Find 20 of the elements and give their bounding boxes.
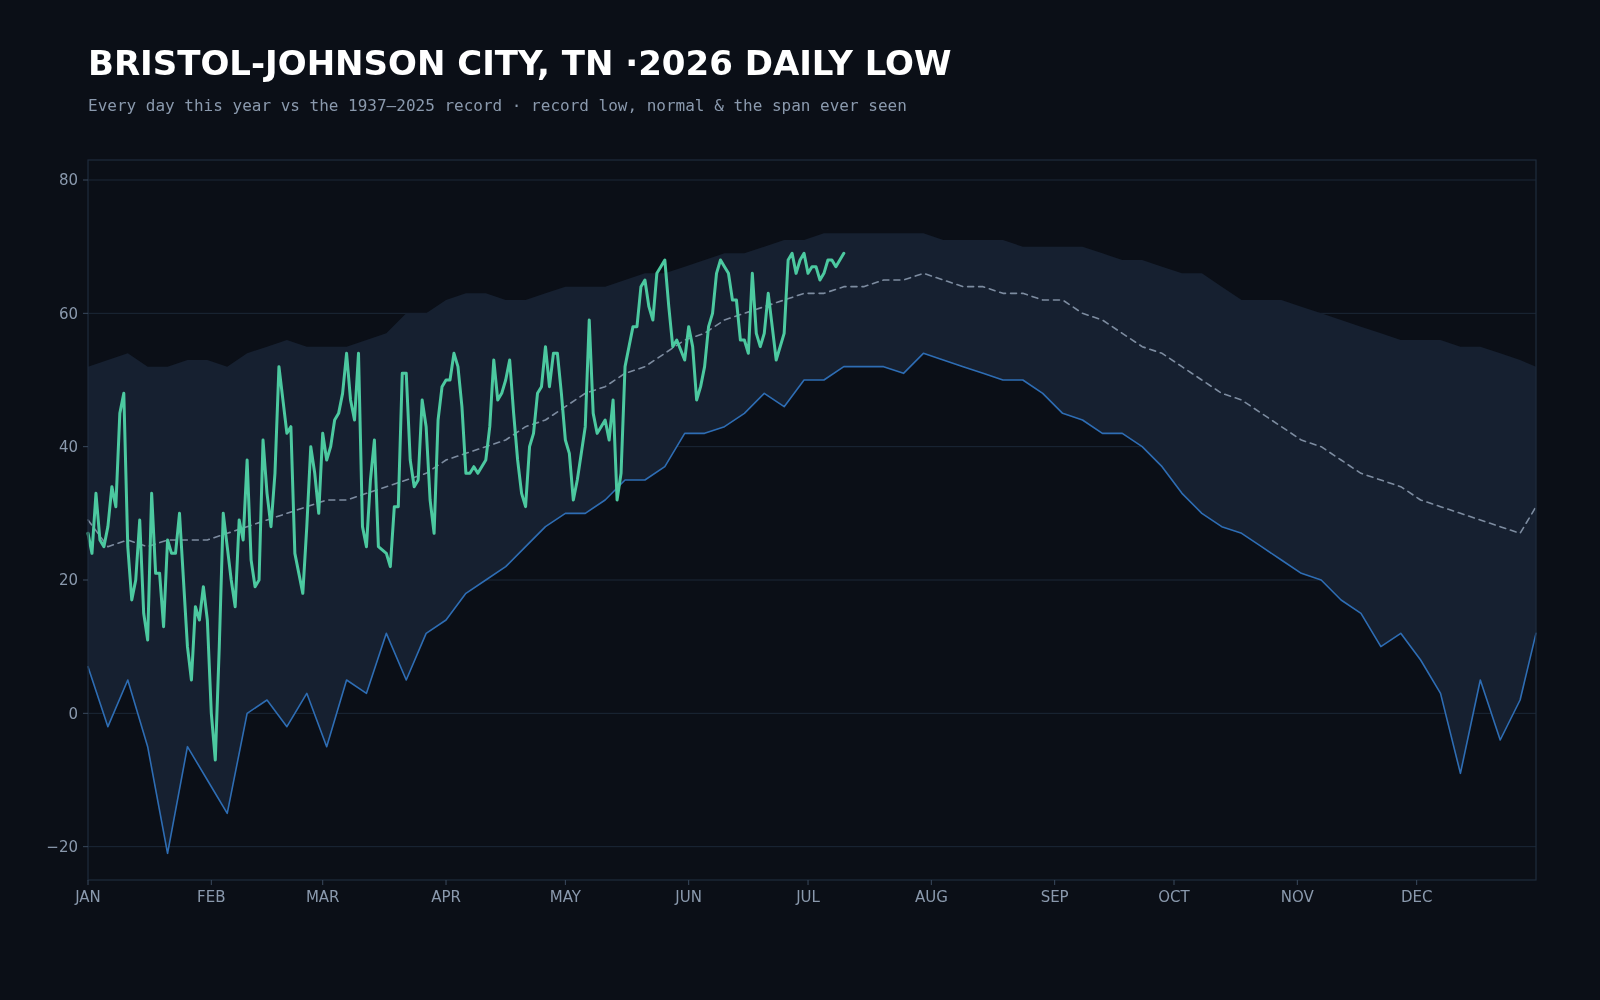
y-tick-label: 80 xyxy=(58,171,78,190)
x-tick-label: NOV xyxy=(1280,888,1315,906)
chart-subtitle: Every day this year vs the 1937–2025 record · record low, normal & the span ever seen xyxy=(88,96,907,115)
y-tick-label: 20 xyxy=(58,571,78,590)
x-tick-label: AUG xyxy=(914,888,948,906)
x-tick-label: MAY xyxy=(549,888,582,906)
y-tick-label: −20 xyxy=(46,837,78,856)
y-tick-label: 0 xyxy=(68,704,78,723)
x-tick-label: APR xyxy=(431,888,461,906)
x-tick-label: JAN xyxy=(74,888,101,906)
y-tick-label: 60 xyxy=(58,304,78,323)
chart-title: BRISTOL-JOHNSON CITY, TN ·2026 DAILY LOW xyxy=(88,43,952,83)
x-tick-label: OCT xyxy=(1158,888,1191,906)
x-tick-label: FEB xyxy=(197,888,226,906)
y-tick-label: 40 xyxy=(58,437,78,456)
x-tick-label: SEP xyxy=(1040,888,1069,906)
x-tick-label: DEC xyxy=(1400,888,1433,906)
x-tick-label: MAR xyxy=(305,888,340,906)
x-tick-label: JUL xyxy=(795,888,821,906)
x-tick-label: JUN xyxy=(674,888,702,906)
